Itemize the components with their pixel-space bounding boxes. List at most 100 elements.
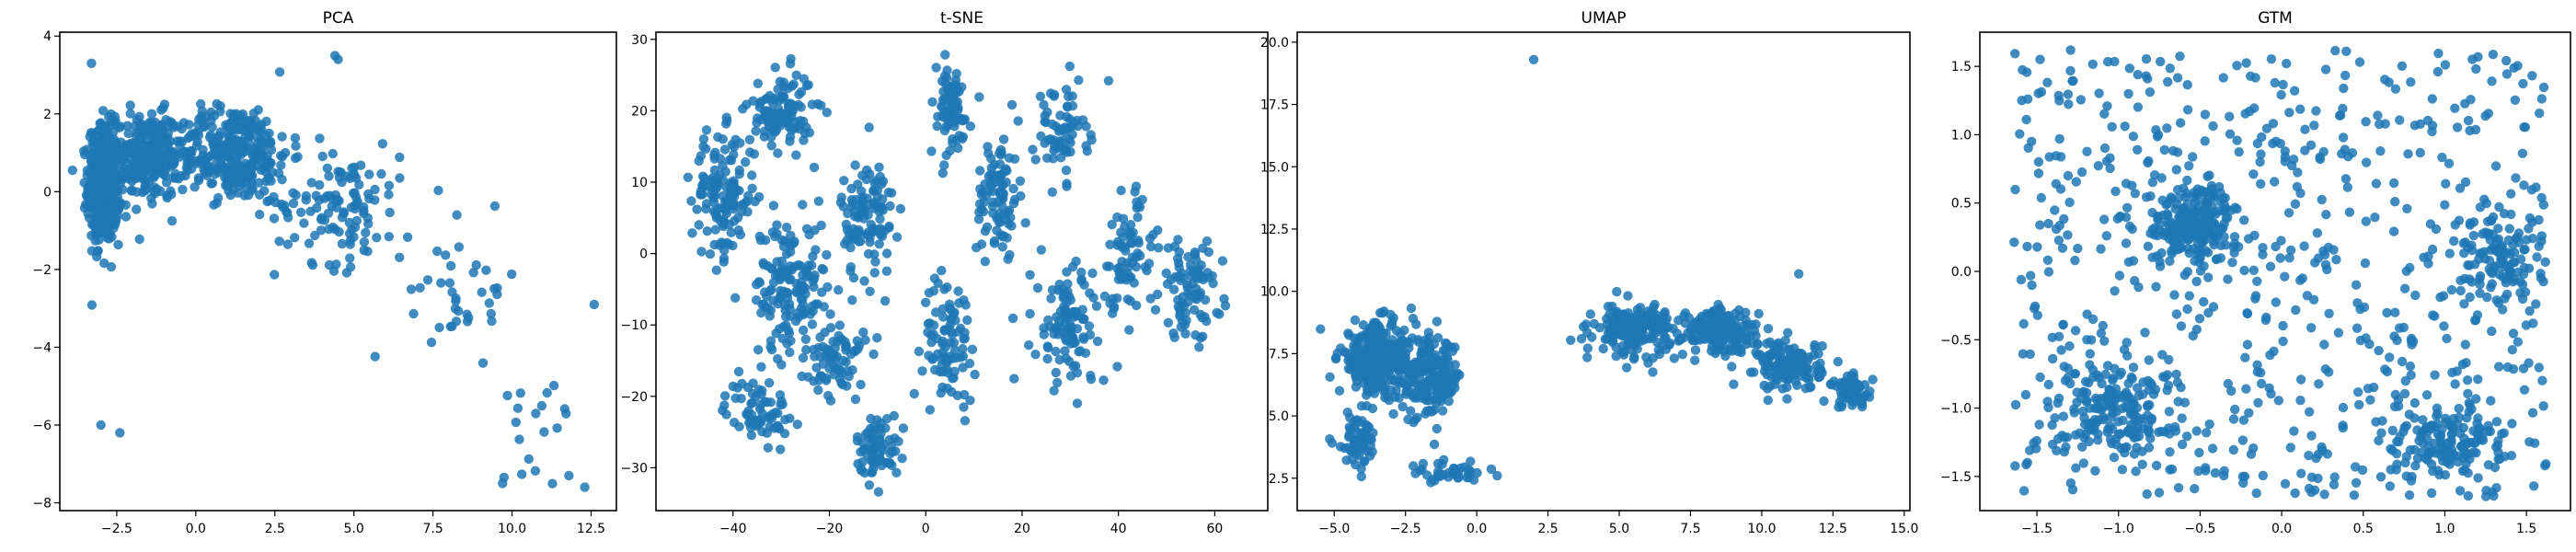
- scatter-point: [580, 482, 590, 492]
- scatter-point: [2125, 394, 2135, 404]
- scatter-point: [1687, 335, 1697, 346]
- scatter-point: [2188, 330, 2198, 341]
- scatter-point: [2398, 322, 2409, 333]
- scatter-point: [2390, 307, 2400, 317]
- scatter-point: [850, 394, 861, 405]
- y-tick-label: −10: [620, 318, 648, 333]
- scatter-point: [1754, 308, 1764, 319]
- scatter-point: [2087, 365, 2099, 375]
- scatter-point: [819, 302, 829, 312]
- scatter-point: [2460, 177, 2471, 188]
- scatter-point: [2258, 249, 2268, 259]
- scatter-point: [487, 316, 497, 327]
- pca-axes-frame: [59, 31, 617, 512]
- scatter-point: [2330, 45, 2340, 56]
- scatter-point: [123, 128, 133, 139]
- scatter-point: [2427, 94, 2437, 104]
- scatter-point: [781, 223, 792, 233]
- scatter-point: [1443, 388, 1453, 398]
- scatter-point: [2221, 213, 2231, 223]
- scatter-point: [1819, 396, 1829, 407]
- scatter-point: [185, 146, 196, 156]
- scatter-point: [214, 162, 224, 172]
- scatter-point: [2293, 167, 2303, 178]
- scatter-point: [2241, 58, 2251, 68]
- scatter-point: [415, 282, 425, 293]
- scatter-point: [2518, 78, 2528, 89]
- scatter-point: [1668, 323, 1678, 334]
- scatter-point: [2067, 75, 2077, 86]
- scatter-point: [507, 269, 517, 280]
- scatter-point: [2513, 337, 2523, 347]
- scatter-point: [759, 259, 769, 270]
- scatter-point: [1013, 116, 1023, 126]
- scatter-point: [315, 133, 325, 144]
- scatter-point: [2196, 217, 2206, 228]
- scatter-point: [2280, 478, 2291, 489]
- scatter-point: [2133, 390, 2144, 401]
- scatter-point: [721, 208, 731, 219]
- scatter-point: [125, 109, 135, 119]
- scatter-point: [548, 380, 559, 391]
- scatter-point: [85, 132, 95, 142]
- scatter-point: [712, 178, 723, 190]
- scatter-point: [2124, 63, 2134, 74]
- scatter-point: [2054, 220, 2064, 231]
- scatter-point: [2432, 66, 2444, 77]
- scatter-point: [1055, 110, 1065, 121]
- scatter-point: [2320, 64, 2331, 75]
- scatter-point: [830, 343, 840, 353]
- scatter-point: [307, 259, 318, 270]
- scatter-point: [86, 180, 98, 190]
- scatter-point: [1003, 207, 1013, 217]
- scatter-point: [316, 225, 327, 236]
- scatter-point: [1397, 401, 1408, 412]
- scatter-point: [1183, 288, 1193, 298]
- scatter-point: [818, 265, 829, 275]
- scatter-point: [311, 190, 321, 201]
- x-tick-label: 7.5: [1680, 522, 1700, 536]
- scatter-point: [1868, 374, 1878, 385]
- scatter-point: [1067, 100, 1078, 111]
- scatter-point: [2133, 383, 2143, 393]
- scatter-point: [2053, 236, 2064, 246]
- scatter-point: [1432, 458, 1443, 469]
- scatter-point: [122, 121, 132, 131]
- scatter-point: [184, 120, 194, 130]
- scatter-point: [2463, 388, 2473, 399]
- scatter-point: [881, 248, 892, 259]
- scatter-point: [257, 124, 267, 134]
- scatter-point: [2169, 290, 2179, 300]
- scatter-point: [868, 224, 880, 235]
- x-tick-label: 0.0: [186, 522, 206, 536]
- scatter-point: [2304, 450, 2314, 461]
- scatter-point: [315, 179, 325, 190]
- scatter-point: [2486, 396, 2496, 406]
- scatter-point: [2144, 443, 2155, 453]
- scatter-point: [2156, 56, 2166, 67]
- scatter-point: [1618, 328, 1628, 339]
- scatter-point: [2490, 161, 2501, 171]
- scatter-point: [149, 182, 160, 192]
- scatter-point: [975, 166, 985, 176]
- scatter-point: [2491, 417, 2502, 427]
- scatter-point: [1441, 371, 1451, 381]
- scatter-point: [2029, 438, 2039, 448]
- scatter-point: [847, 295, 857, 305]
- scatter-point: [310, 230, 320, 241]
- scatter-point: [933, 111, 943, 121]
- scatter-point: [760, 397, 770, 408]
- scatter-point: [190, 182, 200, 192]
- y-tick-label: 7.5: [1269, 347, 1289, 362]
- scatter-point: [809, 282, 819, 293]
- scatter-point: [2239, 215, 2249, 225]
- scatter-point: [2219, 466, 2229, 476]
- scatter-point: [793, 99, 803, 110]
- scatter-point: [962, 315, 972, 326]
- scatter-point: [1194, 342, 1204, 352]
- scatter-point: [2228, 414, 2239, 424]
- scatter-point: [2078, 387, 2088, 397]
- scatter-point: [2208, 236, 2218, 247]
- scatter-point: [96, 420, 106, 431]
- scatter-point: [2128, 256, 2139, 266]
